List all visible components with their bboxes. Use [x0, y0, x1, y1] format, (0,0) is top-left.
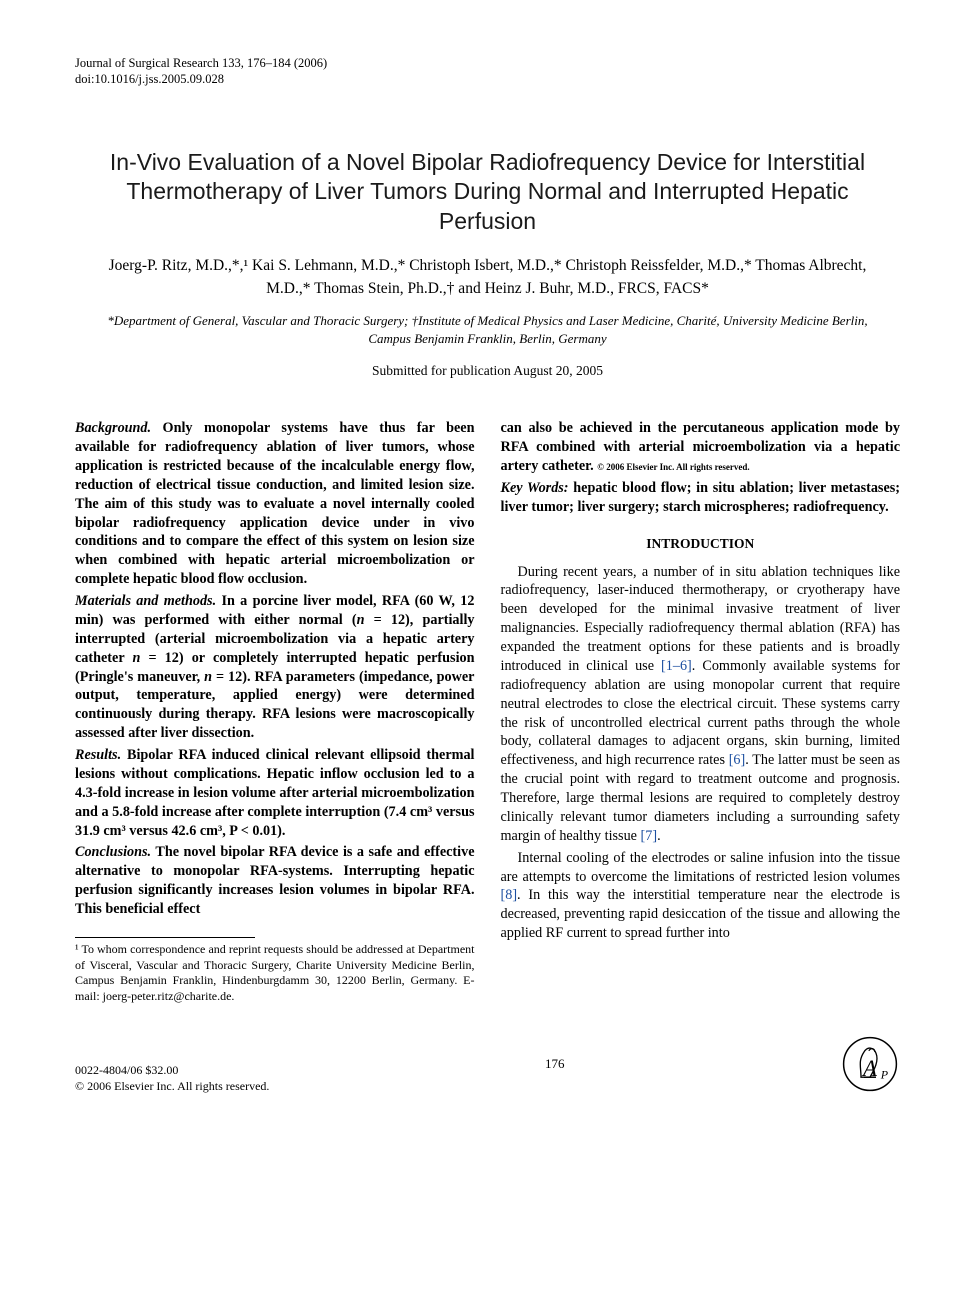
intro-para-2: Internal cooling of the electrodes or sa… — [501, 849, 901, 943]
author-list: Joerg-P. Ritz, M.D.,*,¹ Kai S. Lehmann, … — [90, 255, 885, 300]
running-head: Journal of Surgical Research 133, 176–18… — [75, 55, 900, 88]
svg-text:P: P — [880, 1068, 889, 1082]
issn-price: 0022-4804/06 $32.00 — [75, 1063, 269, 1079]
abstract-methods: Materials and methods. In a porcine live… — [75, 592, 475, 743]
abstract-heading: Conclusions. — [75, 844, 151, 860]
abstract-conclusions-b: can also be achieved in the percutaneous… — [501, 419, 901, 476]
footer-left: 0022-4804/06 $32.00 © 2006 Elsevier Inc.… — [75, 1063, 269, 1094]
publisher-logo-icon: A P — [840, 1034, 900, 1094]
keywords: Key Words: hepatic blood flow; in situ a… — [501, 479, 901, 517]
keywords-heading: Key Words: — [501, 480, 569, 496]
abstract-text: Only monopolar systems have thus far bee… — [75, 420, 475, 587]
abstract-text: Bipolar RFA induced clinical relevant el… — [75, 747, 475, 839]
citation-link[interactable]: [7] — [641, 828, 658, 844]
abstract-results: Results. Bipolar RFA induced clinical re… — [75, 746, 475, 840]
intro-para-1: During recent years, a number of in situ… — [501, 563, 901, 846]
abstract-conclusions-a: Conclusions. The novel bipolar RFA devic… — [75, 843, 475, 919]
section-heading-introduction: INTRODUCTION — [501, 535, 901, 553]
abstract-heading: Results. — [75, 747, 121, 763]
affiliations: *Department of General, Vascular and Tho… — [85, 312, 890, 347]
doi: doi:10.1016/j.jss.2005.09.028 — [75, 71, 900, 87]
citation-link[interactable]: [1–6] — [661, 658, 692, 674]
abstract-background: Background. Only monopolar systems have … — [75, 419, 475, 589]
citation-link[interactable]: [8] — [501, 887, 518, 903]
abstract-heading: Background. — [75, 420, 151, 436]
abstract-heading: Materials and methods. — [75, 593, 216, 609]
correspondence-footnote: ¹ To whom correspondence and reprint req… — [75, 942, 475, 1004]
page-footer: 0022-4804/06 $32.00 © 2006 Elsevier Inc.… — [75, 1034, 900, 1094]
two-column-body: Background. Only monopolar systems have … — [75, 419, 900, 1004]
footnote-rule — [75, 937, 255, 938]
copyright-inline: © 2006 Elsevier Inc. All rights reserved… — [597, 462, 749, 472]
journal-citation: Journal of Surgical Research 133, 176–18… — [75, 55, 900, 71]
page-number: 176 — [545, 1056, 565, 1072]
copyright-line: © 2006 Elsevier Inc. All rights reserved… — [75, 1079, 269, 1095]
introduction-body: During recent years, a number of in situ… — [501, 563, 901, 944]
citation-link[interactable]: [6] — [729, 752, 746, 768]
article-title: In-Vivo Evaluation of a Novel Bipolar Ra… — [85, 148, 890, 238]
submission-date: Submitted for publication August 20, 200… — [75, 363, 900, 379]
svg-text:A: A — [861, 1056, 877, 1081]
